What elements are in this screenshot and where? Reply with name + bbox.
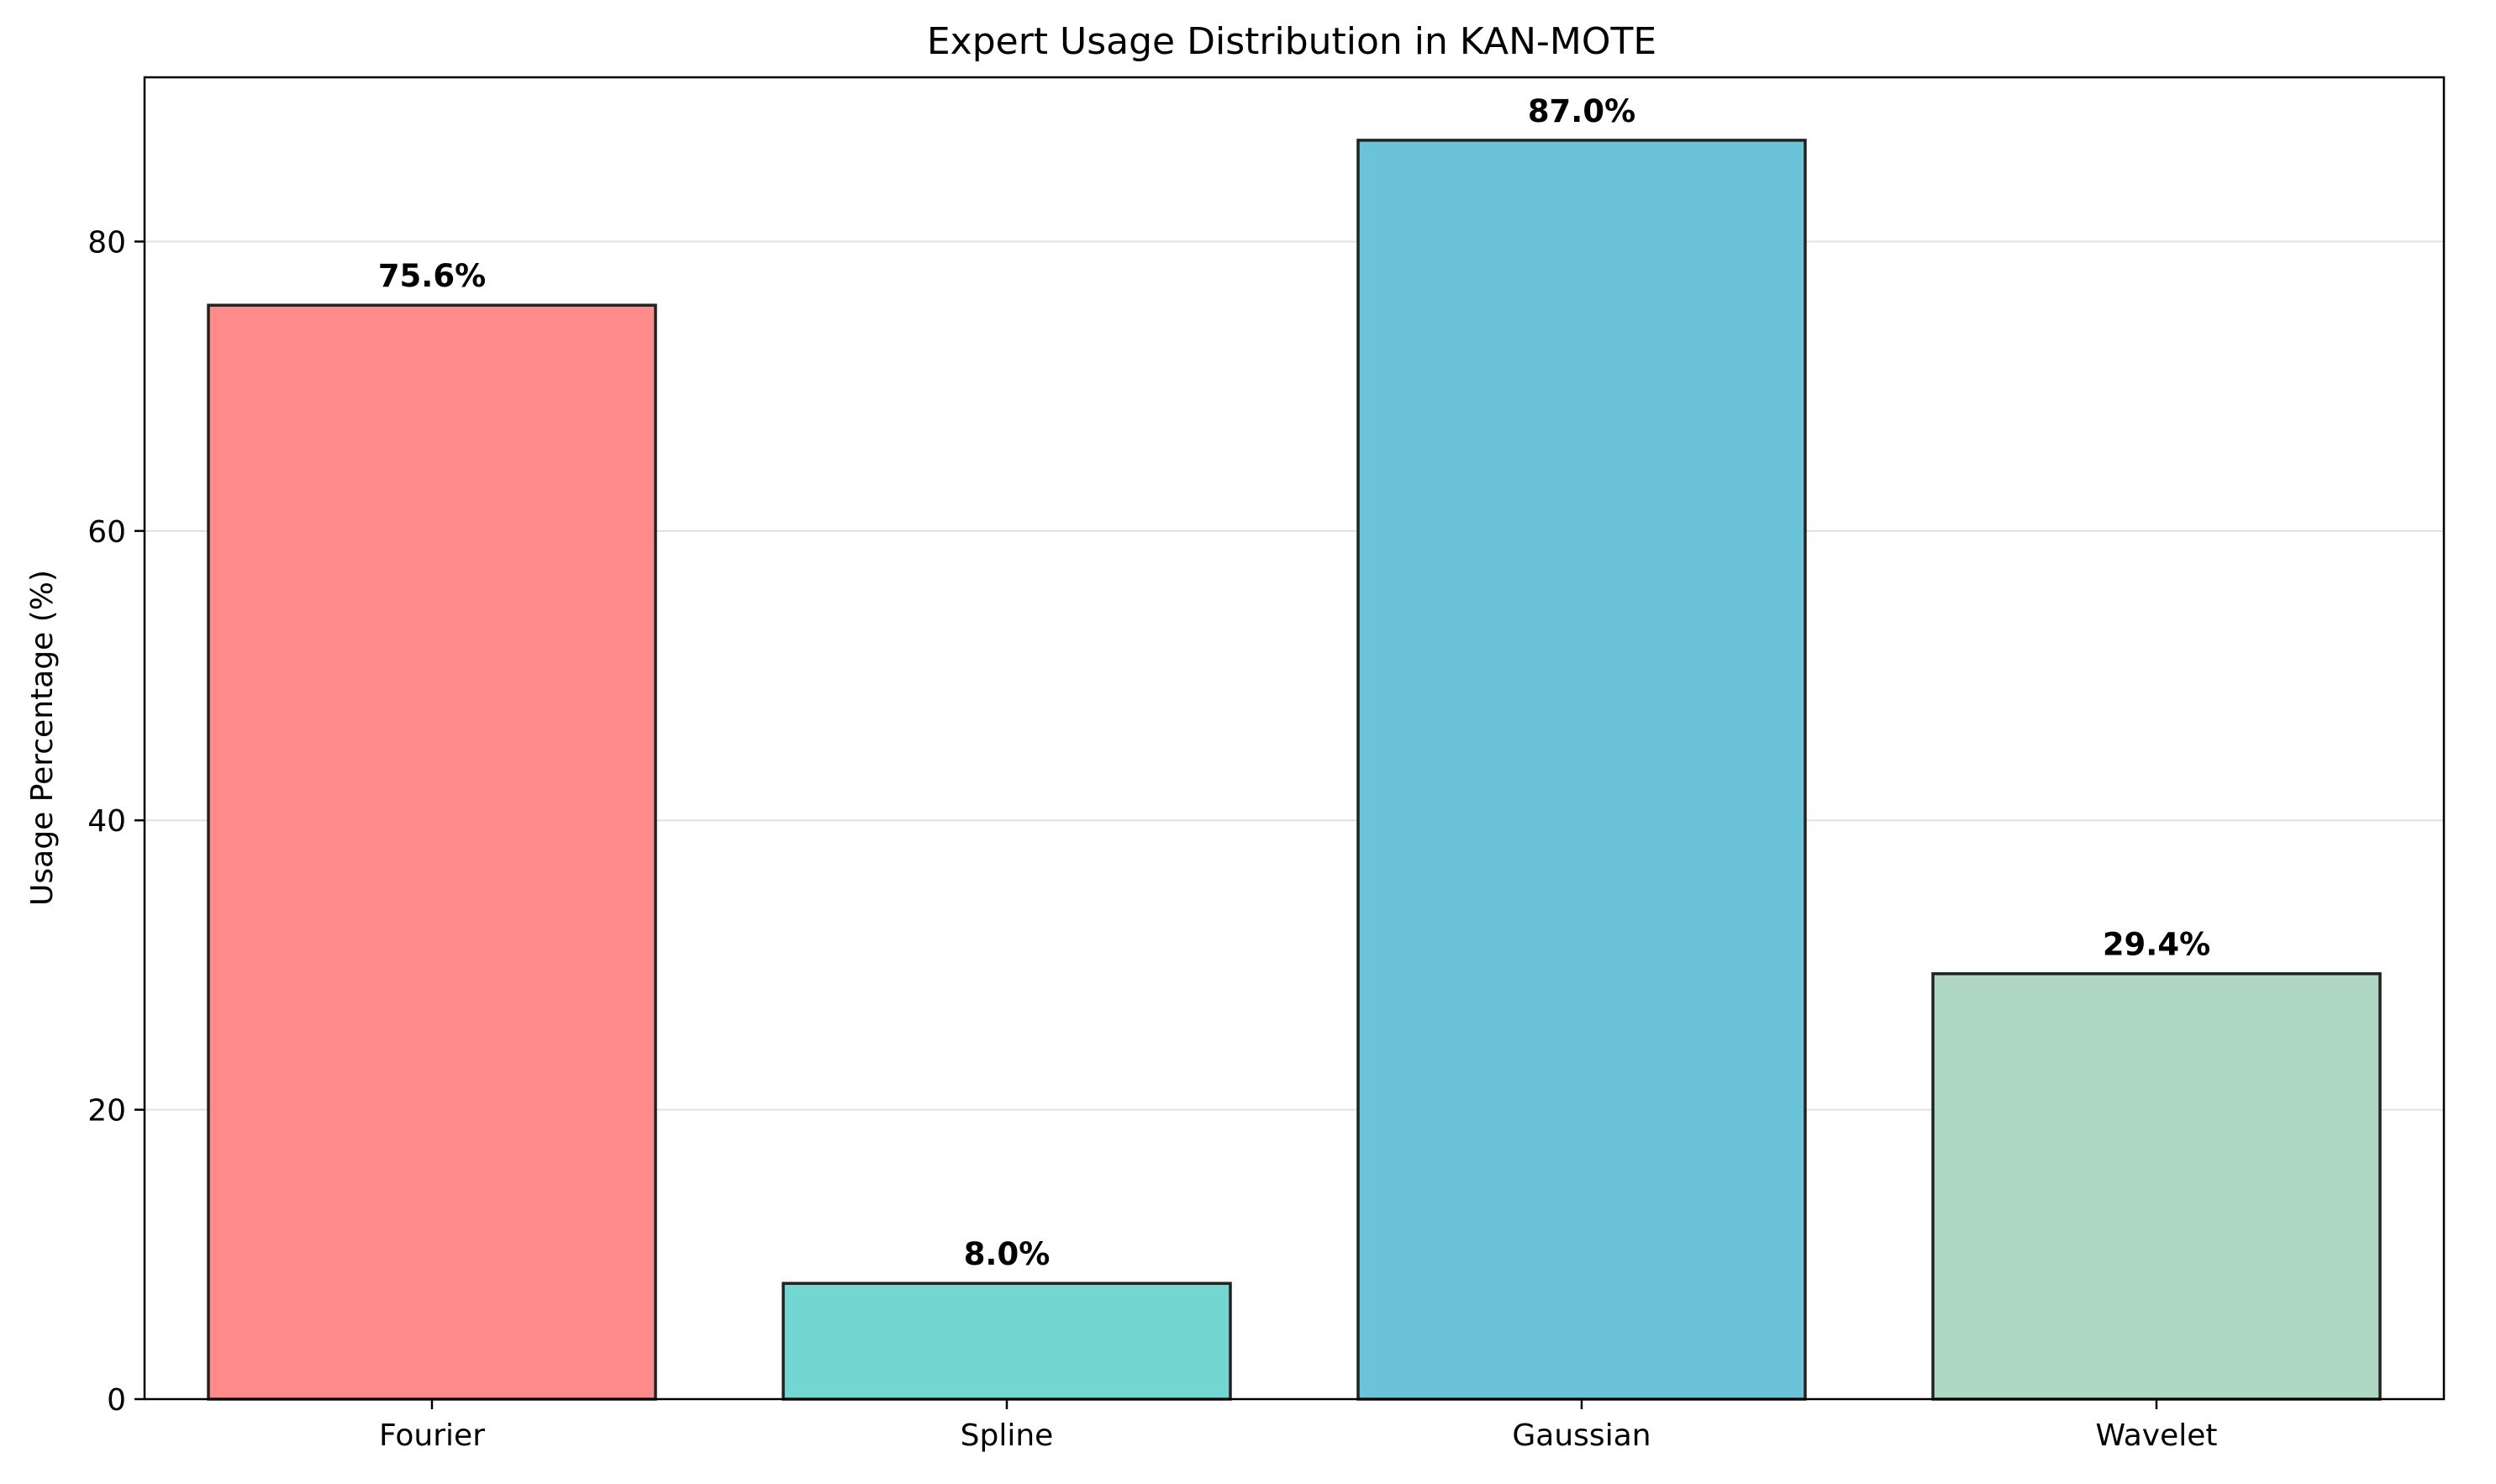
y-axis-ticks: 0 20 40 60 80 (87, 225, 145, 1418)
data-labels: 75.6% 8.0% 87.0% 29.4% (378, 93, 2210, 1272)
plot-area-frame (143, 76, 2446, 1401)
y-tick-label: 40 (87, 804, 126, 839)
y-axis-label: Usage Percentage (%) (25, 570, 60, 906)
data-label-spline: 8.0% (964, 1236, 1051, 1272)
bar-gaussian (1356, 139, 1807, 1401)
y-tick-label: 20 (87, 1094, 126, 1129)
x-tick-label: Spline (961, 1418, 1054, 1453)
x-tick-label: Wavelet (2095, 1418, 2217, 1453)
bar-fourier (207, 303, 657, 1401)
data-label-wavelet: 29.4% (2103, 927, 2210, 963)
bars (207, 139, 2382, 1401)
y-tick-label: 80 (87, 225, 126, 260)
x-tick-label: Gaussian (1512, 1418, 1651, 1453)
x-axis-ticks: Fourier Spline Gaussian Wavelet (379, 1399, 2218, 1453)
x-tick-label: Fourier (379, 1418, 485, 1453)
y-tick-label: 60 (87, 515, 126, 550)
bar-wavelet (1931, 971, 2382, 1401)
chart-title: Expert Usage Distribution in KAN-MOTE (927, 20, 1656, 63)
data-label-fourier: 75.6% (378, 258, 486, 294)
bar-spline (782, 1281, 1232, 1401)
data-label-gaussian: 87.0% (1528, 93, 1635, 129)
y-tick-label: 0 (107, 1383, 126, 1418)
